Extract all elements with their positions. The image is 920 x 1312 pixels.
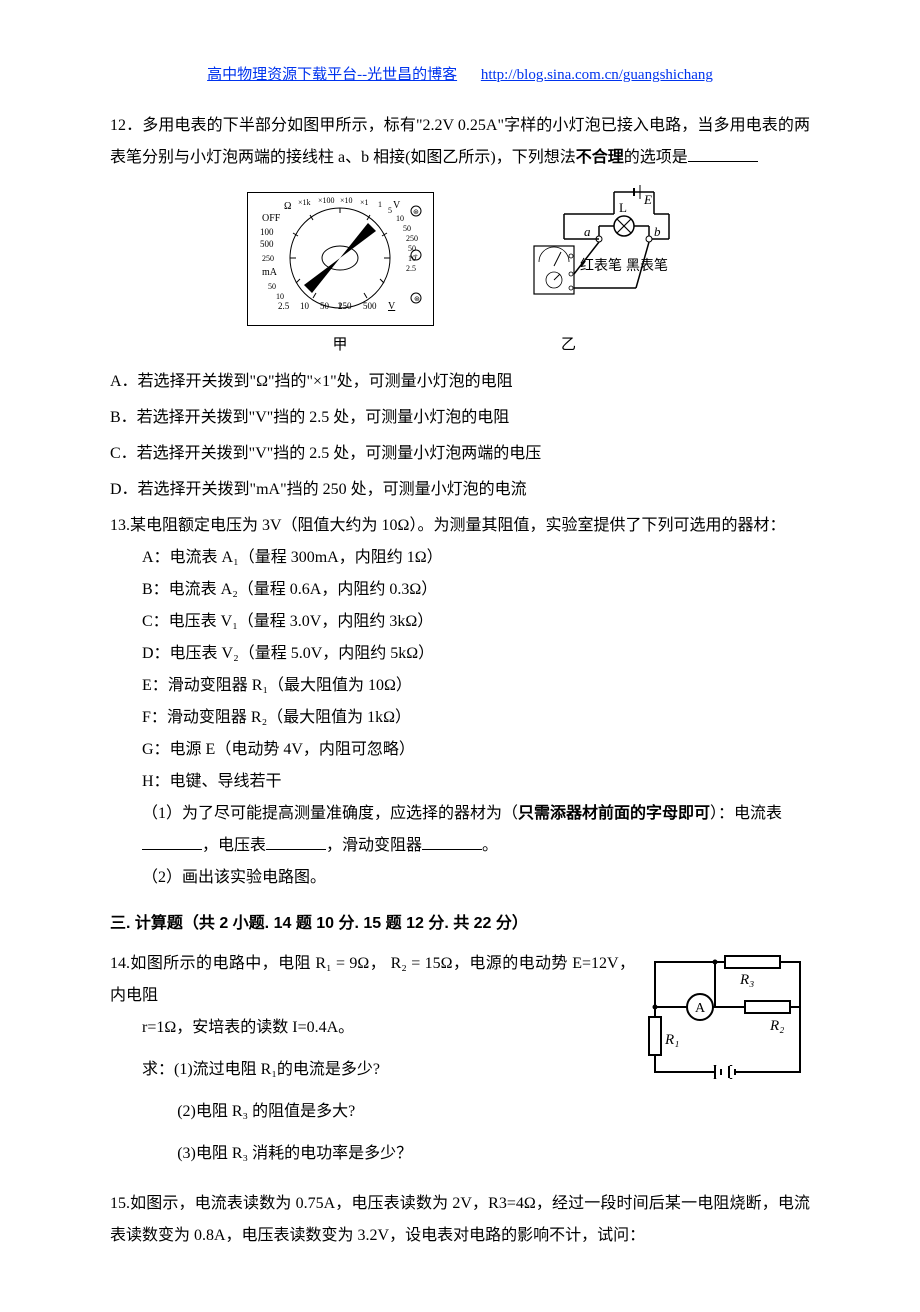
section3-title: 三. 计算题（共 2 小题. 14 题 10 分. 15 题 12 分. 共 2… xyxy=(110,908,810,940)
svg-text:OFF: OFF xyxy=(262,213,281,224)
svg-text:100: 100 xyxy=(260,227,274,237)
svg-text:⊛: ⊛ xyxy=(414,295,420,303)
q13-blank-voltmeter xyxy=(266,833,326,850)
q14-stem-a: 如图所示的电路中，电阻 xyxy=(130,955,311,972)
svg-text:R₁: R₁ xyxy=(664,1032,679,1048)
q13-stem: 13.某电阻额定电压为 3V（阻值大约为 10Ω）。为测量其阻值，实验室提供了下… xyxy=(110,510,810,542)
q14: R₃ R₂ A R₁ xyxy=(110,948,810,1180)
svg-text:红表笔: 红表笔 xyxy=(580,258,622,274)
q14-ask: 求： xyxy=(142,1061,174,1078)
q12-fig-left: Ω ×1k ×100 ×10 ×1 1 5 10 50 V OFF 100 50… xyxy=(247,192,434,360)
svg-text:V: V xyxy=(393,200,401,211)
svg-text:A: A xyxy=(695,1001,706,1016)
svg-text:×1: ×1 xyxy=(360,198,369,207)
q12-multimeter-dial: Ω ×1k ×100 ×10 ×1 1 5 10 50 V OFF 100 50… xyxy=(247,192,434,326)
q13-sub1-b: ）：电流表 xyxy=(710,805,782,822)
q12-fig-right: E L a b xyxy=(464,184,674,360)
q13-item-h: H：电键、导线若干 xyxy=(142,766,810,798)
svg-text:E: E xyxy=(643,192,652,207)
header-blog-link[interactable]: 高中物理资源下载平台--光世昌的博客 xyxy=(207,67,457,83)
q14-number: 14. xyxy=(110,955,130,972)
q13-blank-rheostat xyxy=(422,833,482,850)
q12-blank xyxy=(688,145,758,162)
svg-text:50: 50 xyxy=(320,301,330,311)
q14-circuit: R₃ R₂ A R₁ xyxy=(645,952,810,1099)
svg-text:50: 50 xyxy=(403,224,411,233)
q14-r1: R₁ = 9Ω xyxy=(315,955,369,972)
q13-items: A：电流表 A₁（量程 300mA，内阻约 1Ω） B：电流表 A₂（量程 0.… xyxy=(110,542,810,798)
q12-bold: 不合理 xyxy=(576,149,624,166)
svg-text:10: 10 xyxy=(396,214,404,223)
q12-option-d: D．若选择开关拨到"mA"挡的 250 处，可测量小灯泡的电流 xyxy=(110,474,810,506)
q13-number: 13. xyxy=(110,517,130,534)
q13-item-b: B：电流表 A₂（量程 0.6A，内阻约 0.3Ω） xyxy=(142,574,810,606)
svg-text:黑表笔: 黑表笔 xyxy=(626,258,668,274)
q13-item-e: E：滑动变阻器 R₁（最大阻值为 10Ω） xyxy=(142,670,810,702)
q13-item-g: G：电源 E（电动势 4V，内阻可忽略） xyxy=(142,734,810,766)
svg-text:a: a xyxy=(584,224,591,239)
svg-text:b: b xyxy=(654,224,661,239)
q12-number: 12． xyxy=(110,117,142,134)
q12-figure-row: Ω ×1k ×100 ×10 ×1 1 5 10 50 V OFF 100 50… xyxy=(110,184,810,360)
svg-text:2.5: 2.5 xyxy=(278,301,290,311)
svg-text:Ω: Ω xyxy=(284,201,291,212)
svg-text:2.5: 2.5 xyxy=(406,264,416,273)
q12-circuit-svg: E L a b xyxy=(464,184,674,314)
q13-sub1-e: 。 xyxy=(482,837,498,854)
q12-fig-label-right: 乙 xyxy=(464,330,674,360)
q14-sub1: (1)流过电阻 R₁的电流是多少? xyxy=(174,1061,380,1078)
svg-text:L: L xyxy=(619,200,627,215)
svg-text:⊛: ⊛ xyxy=(413,208,419,216)
svg-text:500: 500 xyxy=(363,301,377,311)
q13-sub1: （1）为了尽可能提高测量准确度，应选择的器材为（只需添器材前面的字母即可）：电流… xyxy=(110,798,810,862)
svg-text:R₃: R₃ xyxy=(739,972,754,988)
q15-text: 如图示，电流表读数为 0.75A，电压表读数为 2V，R3=4Ω，经过一段时间后… xyxy=(110,1195,810,1244)
q13-item-d: D：电压表 V₂（量程 5.0V，内阻约 5kΩ） xyxy=(142,638,810,670)
q12-stem: 12．多用电表的下半部分如图甲所示，标有"2.2V 0.25A"字样的小灯泡已接… xyxy=(110,110,810,174)
q15-number: 15. xyxy=(110,1195,130,1212)
svg-text:10: 10 xyxy=(300,301,310,311)
svg-text:V: V xyxy=(388,301,396,312)
svg-text:250: 250 xyxy=(262,254,274,263)
q13-blank-ammeter xyxy=(142,833,202,850)
page: 高中物理资源下载平台--光世昌的博客 http://blog.sina.com.… xyxy=(0,0,920,1312)
svg-text:10: 10 xyxy=(276,292,284,301)
svg-text:500: 500 xyxy=(260,239,274,249)
q14-sub3: (3)电阻 R₃ 消耗的电功率是多少？ xyxy=(110,1138,810,1170)
svg-text:5: 5 xyxy=(388,206,392,215)
q14-stem-b: ， xyxy=(369,955,386,972)
q12-option-c: C．若选择开关拨到"V"挡的 2.5 处，可测量小灯泡两端的电压 xyxy=(110,438,810,470)
q13-sub1-d: ，滑动变阻器 xyxy=(326,837,422,854)
header-blog-url[interactable]: http://blog.sina.com.cn/guangshichang xyxy=(481,67,713,83)
q13-stem-text: 某电阻额定电压为 3V（阻值大约为 10Ω）。为测量其阻值，实验室提供了下列可选… xyxy=(130,517,785,534)
svg-text:R₂: R₂ xyxy=(769,1018,784,1034)
q14-sub2: (2)电阻 R₃ 的阻值是多大? xyxy=(110,1096,810,1128)
q13-item-a: A：电流表 A₁（量程 300mA，内阻约 1Ω） xyxy=(142,542,810,574)
q12-option-a: A．若选择开关拨到"Ω"挡的"×1"处，可测量小灯泡的电阻 xyxy=(110,366,810,398)
q14-r2: R₂ = 15Ω xyxy=(391,955,453,972)
svg-text:1: 1 xyxy=(378,200,382,209)
q15: 15.如图示，电流表读数为 0.75A，电压表读数为 2V，R3=4Ω，经过一段… xyxy=(110,1188,810,1252)
svg-text:×10: ×10 xyxy=(340,196,353,205)
q13-sub1-a: （1）为了尽可能提高测量准确度，应选择的器材为（ xyxy=(142,805,518,822)
q12-text-b: 的选项是 xyxy=(624,149,688,166)
q12-fig-label-left: 甲 xyxy=(247,330,434,360)
q13-item-c: C：电压表 V₁（量程 3.0V，内阻约 3kΩ） xyxy=(142,606,810,638)
page-header: 高中物理资源下载平台--光世昌的博客 http://blog.sina.com.… xyxy=(110,60,810,90)
svg-text:50: 50 xyxy=(268,282,276,291)
svg-text:×100: ×100 xyxy=(318,196,335,205)
q12-options: A．若选择开关拨到"Ω"挡的"×1"处，可测量小灯泡的电阻 B．若选择开关拨到"… xyxy=(110,366,810,506)
q13-sub1-c: ，电压表 xyxy=(202,837,266,854)
q13-item-f: F：滑动变阻器 R₂（最大阻值为 1kΩ） xyxy=(142,702,810,734)
svg-text:×1k: ×1k xyxy=(298,198,311,207)
svg-text:+: + xyxy=(414,252,418,260)
q12-option-b: B．若选择开关拨到"V"挡的 2.5 处，可测量小灯泡的电阻 xyxy=(110,402,810,434)
svg-text:mA: mA xyxy=(262,267,278,278)
svg-text:250: 250 xyxy=(406,234,418,243)
q13-sub2: （2）画出该实验电路图。 xyxy=(110,862,810,894)
q13-sub1-bold: 只需添器材前面的字母即可 xyxy=(518,805,710,822)
